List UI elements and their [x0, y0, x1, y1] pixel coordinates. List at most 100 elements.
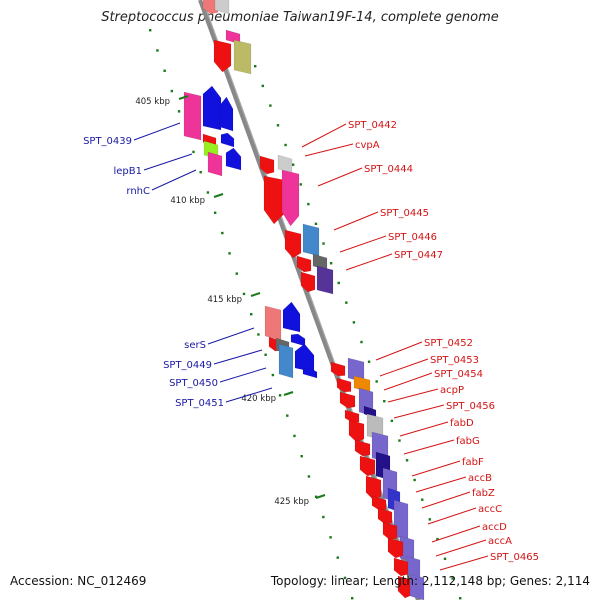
gene-label-right: fabD [450, 418, 474, 429]
gene-leader-right [427, 507, 477, 525]
gene-leader-right [317, 167, 363, 187]
tick-dot-right [398, 439, 401, 442]
gene-leader-right [403, 439, 455, 455]
tick-dot-left [351, 597, 354, 600]
gene-label-right: SPT_0444 [364, 164, 413, 175]
tick-dot-left [343, 576, 347, 580]
scale-label: 410 kbp [170, 196, 205, 206]
scale-label: 415 kbp [207, 295, 242, 305]
tick-dot-left [221, 231, 224, 235]
gene-label-left: rnhC [126, 186, 150, 197]
tick-dot-left [192, 150, 195, 154]
gene-feature-SPT_0445 [284, 229, 302, 259]
gene-leader-right [383, 372, 433, 391]
gene-label-right: SPT_0456 [446, 401, 495, 412]
gene-leader-left [225, 387, 273, 403]
tick-dot-left [293, 434, 296, 438]
gene-feature-blue-small [219, 96, 234, 132]
gene-feature-SPT_0451 [302, 367, 318, 379]
tick-dot-right [436, 537, 439, 541]
tick-dot-right [291, 163, 295, 166]
scale-labels-layer: 405 kbp 410 kbp 415 kbp 420 kbp 425 kbp [135, 95, 326, 507]
gene-leader-left [151, 169, 197, 191]
tick-dot-left [264, 353, 267, 356]
gene-feature-cluster-25 [393, 557, 409, 577]
gene-feature-cluster-19 [377, 507, 393, 525]
tick-dot-right [352, 321, 356, 324]
gene-leader-right [411, 460, 461, 477]
tick-dot-left [307, 475, 311, 478]
gene-feature-cluster-21 [382, 521, 398, 541]
gene-leader-right [393, 404, 445, 419]
tick-dot-right [329, 262, 333, 265]
gene-label-right: SPT_0447 [394, 250, 443, 261]
gene-feature-blue-serS [282, 301, 301, 333]
gene-label-right: SPT_0453 [430, 355, 479, 366]
gene-leader-left [213, 349, 263, 365]
gene-leader-right [345, 253, 393, 271]
scale-tick [283, 391, 294, 396]
tick-dot-right [360, 340, 363, 344]
gene-feature-serS [264, 305, 282, 341]
gene-label-right: acpP [440, 385, 464, 396]
scale-tick [213, 193, 224, 198]
tick-dot-left [163, 69, 166, 72]
gene-label-right: fabZ [472, 488, 495, 499]
tick-dot-left [286, 414, 289, 417]
gene-leader-left [219, 367, 267, 383]
gene-feature-SPT_0447-red [300, 271, 316, 293]
gene-feature-cluster-11 [354, 439, 371, 457]
gene-features-layer [183, 0, 425, 600]
gene-feature-SPT_0450 [278, 343, 294, 379]
gene-leader-right [421, 491, 471, 509]
gene-label-right: SPT_0452 [424, 338, 473, 349]
gene-feature-cluster-9 [348, 419, 365, 443]
gene-feature-SPT_0442 [259, 155, 275, 175]
gene-feature-cluster-26 [397, 575, 413, 599]
gene-leader-right [333, 211, 379, 231]
gene-leader-right [435, 539, 487, 557]
gene-label-right: accC [478, 504, 502, 515]
gene-feature-cluster-5 [339, 391, 356, 409]
gene-leader-left [133, 122, 181, 141]
gene-feature-blue-rnhC [225, 147, 242, 171]
gene-feature-red-0447 [296, 255, 312, 273]
gene-leader-right [379, 358, 429, 377]
page-title: Streptococcus pneumoniae Taiwan19F-14, c… [101, 10, 499, 25]
gene-label-right: SPT_0442 [348, 120, 397, 131]
scale-tick [315, 494, 326, 499]
scale-tick [250, 292, 261, 297]
gene-feature-cluster-23 [387, 537, 404, 559]
gene-feature-cvpA [277, 154, 293, 174]
tick-dot-left [177, 110, 181, 113]
tick-dot-right [269, 104, 272, 107]
gene-label-left: SPT_0451 [175, 398, 224, 409]
tick-dot-left [314, 495, 318, 498]
scale-label: 420 kbp [241, 394, 276, 404]
tick-dot-right [345, 301, 348, 304]
gene-label-left: SPT_0450 [169, 378, 218, 389]
tick-dot-left [235, 272, 238, 275]
gene-leader-right [304, 143, 354, 157]
gene-label-left: serS [184, 340, 206, 351]
tick-dot-right [299, 183, 302, 186]
gene-feature-SPT_0439 [183, 91, 202, 141]
gene-leader-left [207, 327, 255, 345]
tick-dot-right [405, 459, 409, 462]
tick-dot-left [199, 171, 202, 174]
tick-dot-left [322, 515, 325, 519]
tick-dot-left [149, 29, 152, 32]
tick-dot-right [314, 222, 318, 226]
gene-feature-blue-0449 [290, 333, 306, 347]
tick-dot-left [242, 292, 246, 296]
tick-dot-right [421, 498, 424, 501]
gene-label-left: SPT_0439 [83, 136, 132, 147]
tick-dot-left [329, 536, 332, 539]
scale-label: 405 kbp [135, 97, 170, 107]
tick-dot-right [322, 242, 325, 245]
accession-label: Accession: NC_012469 [10, 574, 147, 588]
gene-feature-cluster-13 [359, 455, 376, 477]
gene-leader-right [387, 388, 439, 403]
tick-dot-right [413, 478, 416, 482]
gene-label-left: lepB1 [113, 166, 142, 177]
